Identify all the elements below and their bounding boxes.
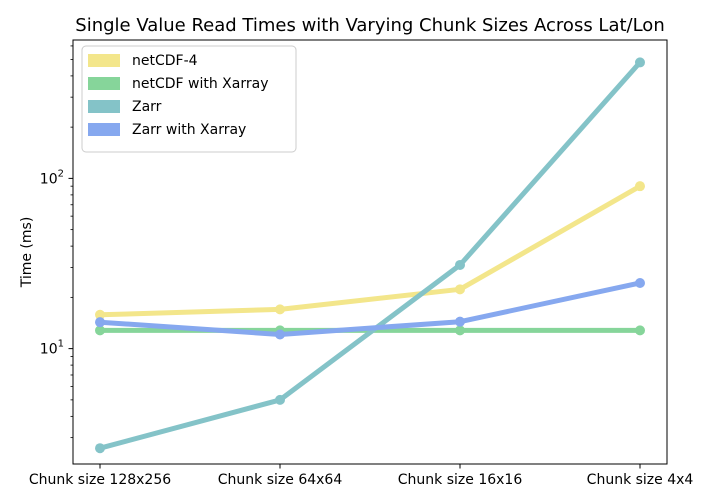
data-point <box>455 284 465 295</box>
data-point <box>95 317 105 328</box>
data-point <box>635 181 645 192</box>
x-tick-label: Chunk size 4x4 <box>587 472 694 488</box>
data-point <box>275 329 285 340</box>
data-point <box>455 325 465 336</box>
legend-swatch <box>88 54 120 67</box>
series-zarr <box>95 57 645 454</box>
legend-swatch <box>88 77 120 90</box>
series-netcdf-4 <box>95 181 645 320</box>
legend-label: Zarr with Xarray <box>132 122 246 138</box>
legend-label: Zarr <box>132 99 162 115</box>
data-point <box>95 443 105 454</box>
data-point <box>95 325 105 336</box>
plot-area <box>72 39 668 465</box>
series-line <box>99 280 641 337</box>
data-point <box>95 309 105 320</box>
y-axis-label: Time (ms) <box>19 217 35 289</box>
y-tick-label: 102 <box>40 168 64 187</box>
data-point <box>635 277 645 288</box>
data-point <box>275 304 285 315</box>
data-point <box>635 57 645 68</box>
x-tick-label: Chunk size 16x16 <box>398 472 523 488</box>
x-tick-label: Chunk size 128x256 <box>29 472 171 488</box>
data-point <box>455 316 465 327</box>
data-point <box>275 394 285 405</box>
legend-label: netCDF with Xarray <box>132 76 269 92</box>
series-line <box>99 184 642 318</box>
chart-title: Single Value Read Times with Varying Chu… <box>75 15 664 36</box>
data-point <box>635 325 645 336</box>
x-tick-label: Chunk size 64x64 <box>218 472 343 488</box>
legend-swatch <box>88 123 120 136</box>
data-point <box>455 259 465 270</box>
legend-label: netCDF-4 <box>132 53 198 69</box>
series-line <box>99 60 642 451</box>
y-tick-label: 101 <box>40 339 64 358</box>
legend-box <box>81 45 297 153</box>
legend-swatch <box>88 100 120 113</box>
series-zarr-with-xarray <box>95 277 645 340</box>
